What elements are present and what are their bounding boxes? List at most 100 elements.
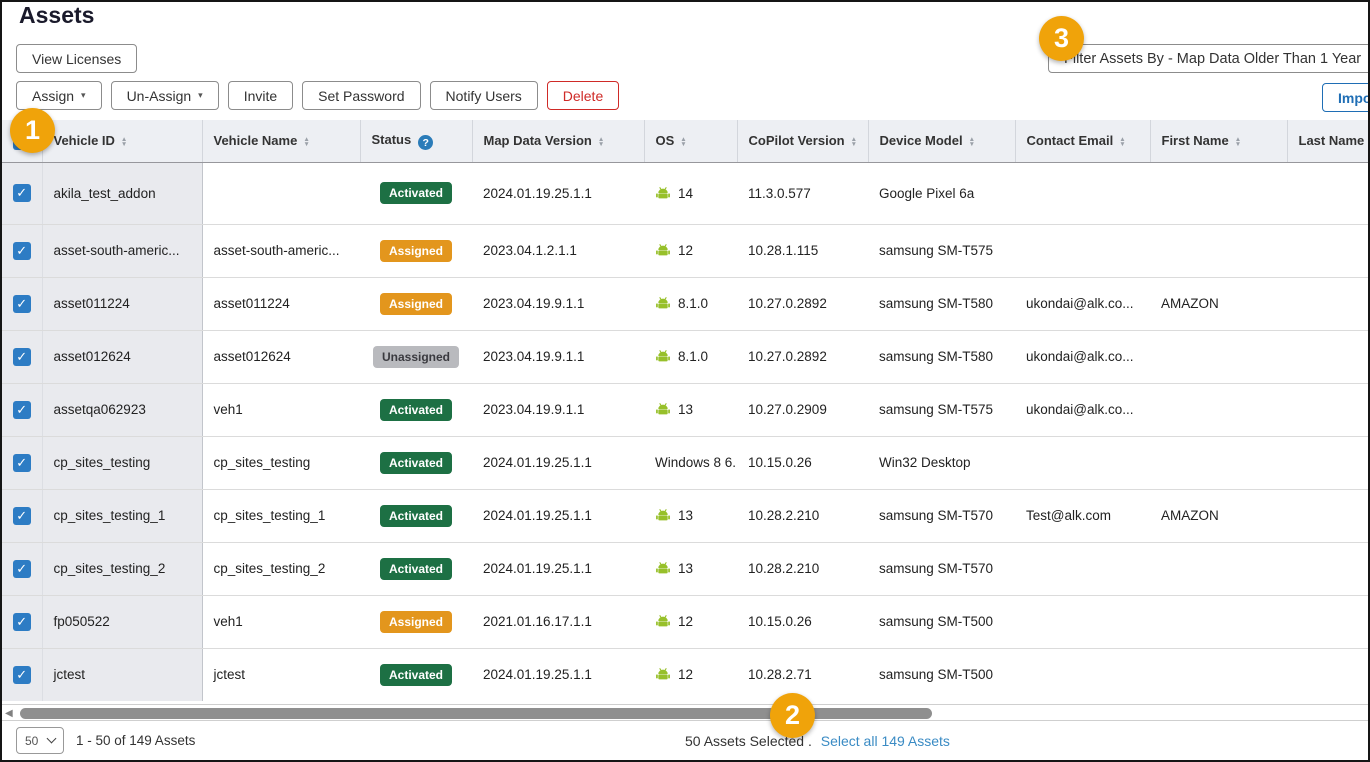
assign-button[interactable]: Assign ▾ [16, 81, 102, 110]
row-checkbox[interactable]: ✓ [13, 666, 31, 684]
unassign-button[interactable]: Un-Assign ▾ [111, 81, 219, 110]
selection-summary: 50 Assets Selected . Select all 149 Asse… [685, 733, 950, 749]
contact-email-cell: ukondai@alk.co... [1015, 277, 1150, 330]
notify-users-label: Notify Users [446, 88, 522, 104]
vehicle-id-cell: cp_sites_testing_2 [42, 542, 202, 595]
vehicle-id-cell: fp050522 [42, 595, 202, 648]
vehicle-id-cell: asset012624 [42, 330, 202, 383]
column-header-contact-email[interactable]: Contact Email▲▼ [1015, 120, 1150, 162]
copilot-version-cell: 10.28.2.210 [737, 542, 868, 595]
table-row: ✓asset012624asset012624Unassigned2023.04… [2, 330, 1368, 383]
row-checkbox-cell[interactable]: ✓ [2, 542, 42, 595]
status-badge: Activated [380, 182, 452, 204]
vehicle-name-cell: cp_sites_testing_1 [202, 489, 360, 542]
row-checkbox-cell[interactable]: ✓ [2, 277, 42, 330]
column-header-map-data-version[interactable]: Map Data Version▲▼ [472, 120, 644, 162]
scroll-left-icon[interactable]: ◀ [5, 708, 13, 719]
row-checkbox-cell[interactable]: ✓ [2, 648, 42, 701]
row-checkbox-cell[interactable]: ✓ [2, 383, 42, 436]
column-header-vehicle-name[interactable]: Vehicle Name▲▼ [202, 120, 360, 162]
row-checkbox[interactable]: ✓ [13, 613, 31, 631]
device-model-cell: samsung SM-T500 [868, 648, 1015, 701]
vehicle-id-cell: cp_sites_testing [42, 436, 202, 489]
sort-icon: ▲▼ [303, 137, 309, 147]
table-row: ✓jctestjctestActivated2024.01.19.25.1.11… [2, 648, 1368, 701]
row-checkbox[interactable]: ✓ [13, 454, 31, 472]
row-checkbox-cell[interactable]: ✓ [2, 595, 42, 648]
contact-email-cell [1015, 595, 1150, 648]
last-name-cell [1287, 330, 1368, 383]
row-checkbox-cell[interactable]: ✓ [2, 224, 42, 277]
row-checkbox[interactable]: ✓ [13, 507, 31, 525]
copilot-version-cell: 10.27.0.2892 [737, 277, 868, 330]
map-data-version-cell: 2024.01.19.25.1.1 [472, 542, 644, 595]
status-help-icon[interactable]: ? [418, 135, 433, 150]
android-icon [655, 561, 671, 575]
select-all-assets-link[interactable]: Select all 149 Assets [821, 733, 950, 749]
last-name-cell [1287, 542, 1368, 595]
notify-users-button[interactable]: Notify Users [430, 81, 538, 110]
row-checkbox[interactable]: ✓ [13, 348, 31, 366]
status-cell: Activated [360, 489, 472, 542]
page-size-value: 50 [25, 734, 38, 748]
row-checkbox[interactable]: ✓ [13, 242, 31, 260]
page-size-select[interactable]: 50 [16, 727, 64, 754]
contact-email-cell [1015, 542, 1150, 595]
import-button[interactable]: Import [1322, 83, 1370, 112]
status-cell: Assigned [360, 277, 472, 330]
row-checkbox[interactable]: ✓ [13, 401, 31, 419]
copilot-version-cell: 10.28.1.115 [737, 224, 868, 277]
first-name-cell [1150, 330, 1287, 383]
copilot-version-cell: 10.27.0.2909 [737, 383, 868, 436]
sort-icon: ▲▼ [851, 137, 857, 147]
device-model-cell: samsung SM-T580 [868, 277, 1015, 330]
vehicle-name-cell: veh1 [202, 595, 360, 648]
row-checkbox-cell[interactable]: ✓ [2, 436, 42, 489]
last-name-cell [1287, 162, 1368, 224]
filter-assets-button[interactable]: Filter Assets By - Map Data Older Than 1… [1048, 44, 1370, 73]
table-header-row: ✓ Vehicle ID▲▼Vehicle Name▲▼Status?Map D… [2, 120, 1368, 162]
row-checkbox-cell[interactable]: ✓ [2, 330, 42, 383]
sort-icon: ▲▼ [1235, 137, 1241, 147]
table-row: ✓assetqa062923veh1Activated2023.04.19.9.… [2, 383, 1368, 436]
contact-email-cell [1015, 436, 1150, 489]
map-data-version-cell: 2024.01.19.25.1.1 [472, 436, 644, 489]
horizontal-scrollbar[interactable]: ◀ [2, 704, 1368, 721]
callout-step-2: 2 [770, 693, 815, 738]
android-icon [655, 402, 671, 416]
table-row: ✓cp_sites_testingcp_sites_testingActivat… [2, 436, 1368, 489]
invite-button[interactable]: Invite [228, 81, 293, 110]
column-header-status[interactable]: Status? [360, 120, 472, 162]
view-licenses-button[interactable]: View Licenses [16, 44, 137, 73]
os-cell: 12 [644, 648, 737, 701]
row-checkbox[interactable]: ✓ [13, 295, 31, 313]
status-cell: Assigned [360, 595, 472, 648]
copilot-version-cell: 10.15.0.26 [737, 595, 868, 648]
column-header-last-name[interactable]: Last Name▲▼ [1287, 120, 1368, 162]
android-icon [655, 186, 671, 200]
vehicle-id-cell: asset011224 [42, 277, 202, 330]
map-data-version-cell: 2023.04.19.9.1.1 [472, 330, 644, 383]
status-badge: Activated [380, 505, 452, 527]
row-checkbox[interactable]: ✓ [13, 560, 31, 578]
last-name-cell [1287, 595, 1368, 648]
column-header-device-model[interactable]: Device Model▲▼ [868, 120, 1015, 162]
device-model-cell: samsung SM-T570 [868, 542, 1015, 595]
set-password-button[interactable]: Set Password [302, 81, 420, 110]
contact-email-cell [1015, 648, 1150, 701]
column-header-first-name[interactable]: First Name▲▼ [1150, 120, 1287, 162]
column-header-vehicle-id[interactable]: Vehicle ID▲▼ [42, 120, 202, 162]
delete-button[interactable]: Delete [547, 81, 619, 110]
row-checkbox-cell[interactable]: ✓ [2, 162, 42, 224]
vehicle-name-cell: cp_sites_testing_2 [202, 542, 360, 595]
copilot-version-cell: 11.3.0.577 [737, 162, 868, 224]
column-header-os[interactable]: OS▲▼ [644, 120, 737, 162]
row-checkbox[interactable]: ✓ [13, 184, 31, 202]
vehicle-name-cell [202, 162, 360, 224]
column-header-copilot-version[interactable]: CoPilot Version▲▼ [737, 120, 868, 162]
row-checkbox-cell[interactable]: ✓ [2, 489, 42, 542]
first-name-cell [1150, 383, 1287, 436]
copilot-version-cell: 10.28.2.210 [737, 489, 868, 542]
status-badge: Unassigned [373, 346, 459, 368]
status-cell: Activated [360, 436, 472, 489]
